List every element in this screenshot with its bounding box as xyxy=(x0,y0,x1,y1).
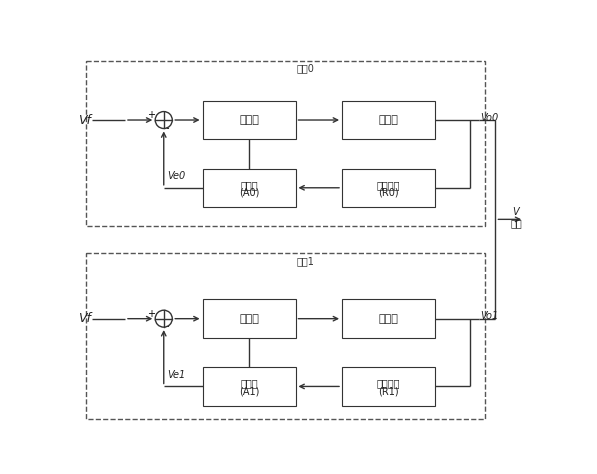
Bar xyxy=(86,253,485,419)
Bar xyxy=(342,169,435,207)
Bar xyxy=(342,300,435,338)
Text: 控制器: 控制器 xyxy=(239,115,259,125)
Bar xyxy=(202,101,296,139)
Text: 逆变器: 逆变器 xyxy=(378,115,398,125)
Text: (R0): (R0) xyxy=(378,187,399,197)
Text: Vo1: Vo1 xyxy=(481,311,499,321)
Text: Vf: Vf xyxy=(78,113,91,127)
Bar xyxy=(342,101,435,139)
Bar xyxy=(202,367,296,406)
Bar xyxy=(342,367,435,406)
Text: 采样电路: 采样电路 xyxy=(377,378,400,388)
Text: +: + xyxy=(147,309,155,319)
Text: 输出: 输出 xyxy=(510,218,522,228)
Text: 逆变器: 逆变器 xyxy=(378,314,398,324)
Text: 控制器: 控制器 xyxy=(239,314,259,324)
Text: (R1): (R1) xyxy=(378,386,399,396)
Text: Vo0: Vo0 xyxy=(481,113,499,123)
Text: +: + xyxy=(147,110,155,120)
Text: V: V xyxy=(512,208,519,218)
Text: 从机1: 从机1 xyxy=(297,256,315,266)
Text: -: - xyxy=(165,321,168,331)
Text: Ve0: Ve0 xyxy=(168,171,186,181)
Text: Vf: Vf xyxy=(78,312,91,325)
Bar xyxy=(86,61,485,226)
Text: Ve1: Ve1 xyxy=(168,370,186,380)
Text: 校正器: 校正器 xyxy=(240,180,258,190)
Text: 校正器: 校正器 xyxy=(240,378,258,388)
Text: 主机0: 主机0 xyxy=(297,64,315,73)
Text: -: - xyxy=(165,123,168,133)
Text: (A0): (A0) xyxy=(239,187,259,197)
Text: (A1): (A1) xyxy=(239,386,259,396)
Bar xyxy=(202,169,296,207)
Text: 采样电路: 采样电路 xyxy=(377,180,400,190)
Bar xyxy=(202,300,296,338)
